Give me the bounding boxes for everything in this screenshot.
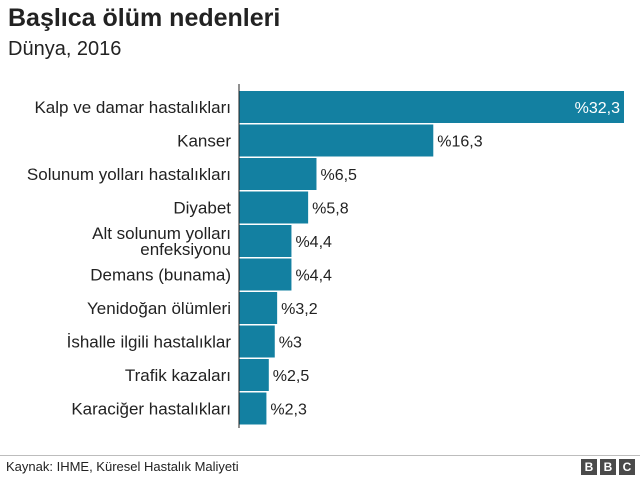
category-label: Yenidoğan ölümleri (87, 299, 231, 318)
chart-title: Başlıca ölüm nedenleri (8, 4, 281, 32)
value-label: %3 (279, 335, 302, 352)
category-label: Alt solunum yolları (92, 224, 231, 243)
source-note: Kaynak: IHME, Küresel Hastalık Maliyeti (6, 459, 239, 474)
bbc-logo: B B C (581, 459, 635, 475)
value-label: %5,8 (312, 201, 349, 218)
bar (239, 258, 292, 291)
value-label: %32,3 (575, 100, 620, 117)
category-label: Kalp ve damar hastalıkları (34, 98, 231, 117)
bar (239, 91, 624, 123)
bar-chart: %32,3 Kalp ve damar hastalıkları %16,3 Kans… (27, 84, 624, 428)
category-label: Demans (bunama) (90, 266, 231, 285)
bar (239, 392, 267, 425)
bar (239, 225, 292, 257)
logo-letter: B (600, 459, 616, 475)
value-label: %4,4 (295, 234, 332, 251)
footer-divider (0, 455, 640, 456)
category-label: enfeksiyonu (140, 240, 231, 259)
chart-subtitle: Dünya, 2016 (8, 38, 122, 60)
bar (239, 191, 309, 224)
bar (239, 359, 269, 391)
value-label: %16,3 (437, 134, 482, 151)
category-label: Diyabet (173, 199, 231, 218)
value-label: %6,5 (320, 167, 357, 184)
value-label: %2,3 (270, 402, 307, 419)
bar (239, 158, 317, 190)
category-label: Kanser (177, 132, 231, 151)
category-label: Trafik kazaları (125, 366, 231, 385)
value-label: %4,4 (295, 268, 332, 285)
bar (239, 325, 275, 358)
bar (239, 292, 278, 324)
category-label: Solunum yolları hastalıkları (27, 165, 231, 184)
bar (239, 124, 434, 157)
value-label: %3,2 (281, 301, 318, 318)
logo-letter: B (581, 459, 597, 475)
logo-letter: C (619, 459, 635, 475)
category-label: Karaciğer hastalıkları (71, 400, 231, 419)
category-label: İshalle ilgili hastalıklar (67, 333, 232, 352)
value-label: %2,5 (273, 368, 310, 385)
